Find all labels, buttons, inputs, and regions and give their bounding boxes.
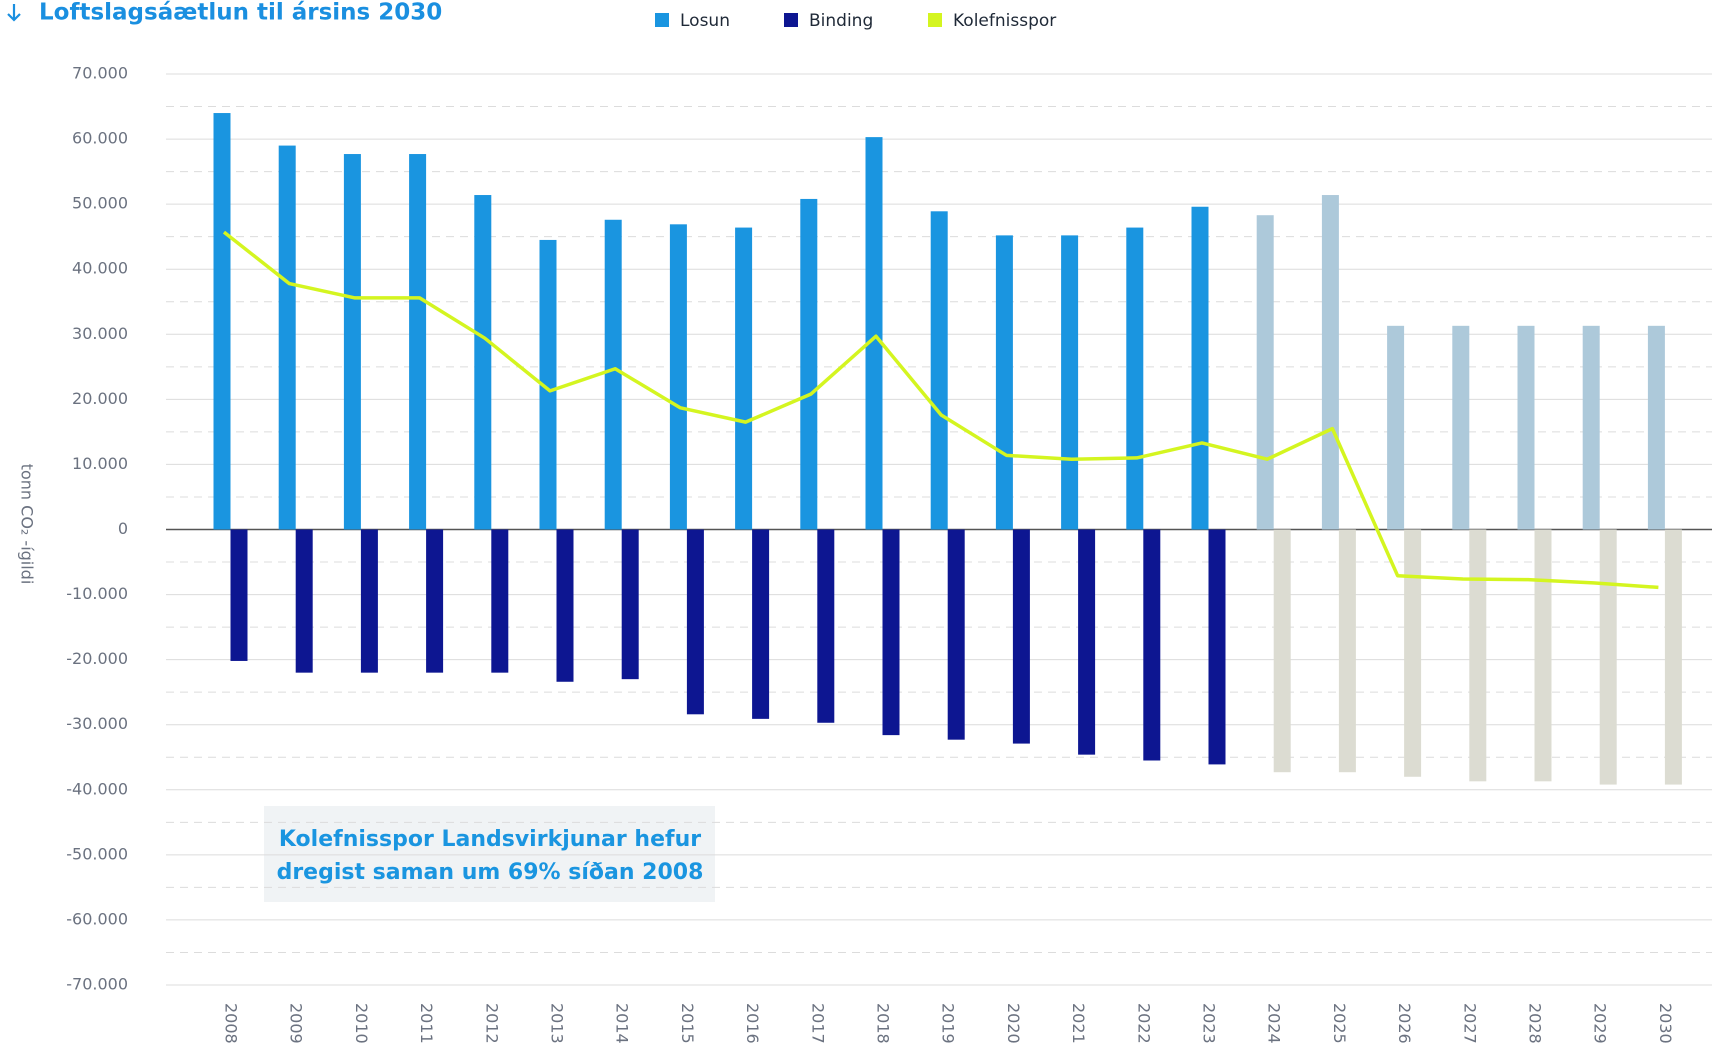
bar — [800, 198, 818, 530]
x-tick-label: 2014 — [613, 1003, 632, 1044]
y-axis-label: tonn CO₂ -ígildi — [18, 464, 37, 585]
bar — [1256, 215, 1274, 530]
bar — [1452, 325, 1470, 530]
x-tick-label: 2021 — [1069, 1003, 1088, 1044]
bar — [1126, 227, 1144, 530]
x-tick-label: 2027 — [1460, 1003, 1479, 1044]
x-tick-label: 2018 — [874, 1003, 893, 1044]
bar — [539, 239, 557, 530]
x-tick-label: 2019 — [939, 1003, 958, 1044]
x-tick-label: 2022 — [1134, 1003, 1153, 1044]
x-tick-label: 2016 — [743, 1003, 762, 1044]
bar — [1078, 529, 1096, 755]
annotation-line: dregist saman um 69% síðan 2008 — [277, 860, 704, 885]
y-tick-label: 20.000 — [72, 389, 128, 408]
x-tick-label: 2012 — [482, 1003, 501, 1044]
x-tick-label: 2010 — [352, 1003, 371, 1044]
title-arrow-icon — [7, 4, 21, 22]
y-tick-label: 40.000 — [72, 259, 128, 278]
y-tick-label: 10.000 — [72, 454, 128, 473]
x-tick-label: 2013 — [548, 1003, 567, 1044]
legend-swatch — [655, 13, 669, 27]
bar — [752, 529, 770, 719]
bar — [882, 529, 900, 736]
bar — [1534, 529, 1552, 782]
bar — [1404, 529, 1422, 777]
bar — [1599, 529, 1617, 785]
bar — [1517, 325, 1535, 530]
legend-label: Kolefnisspor — [953, 11, 1056, 31]
bar — [669, 224, 687, 530]
legend-label: Losun — [680, 11, 730, 31]
y-tick-label: -40.000 — [66, 779, 128, 798]
bar — [930, 211, 948, 530]
y-tick-label: 0 — [118, 519, 128, 538]
annotation-line: Kolefnisspor Landsvirkjunar hefur — [279, 827, 701, 852]
y-tick-label: -20.000 — [66, 649, 128, 668]
y-tick-label: 30.000 — [72, 324, 128, 343]
y-tick-label: -70.000 — [66, 975, 128, 994]
x-tick-label: 2023 — [1200, 1003, 1219, 1044]
x-tick-label: 2030 — [1656, 1003, 1675, 1044]
bar — [1061, 235, 1079, 530]
y-tick-label: 50.000 — [72, 194, 128, 213]
bar — [1387, 325, 1405, 530]
line — [222, 230, 1659, 590]
legend-label: Binding — [809, 11, 873, 31]
bar — [1582, 325, 1600, 530]
bar — [735, 227, 753, 530]
y-tick-label: -60.000 — [66, 909, 128, 928]
bar — [230, 529, 248, 661]
bar — [865, 137, 883, 530]
bar — [1143, 529, 1161, 761]
x-tick-label: 2028 — [1526, 1003, 1545, 1044]
y-tick-label: 70.000 — [72, 64, 128, 83]
x-tick-label: 2026 — [1395, 1003, 1414, 1044]
bar — [817, 529, 835, 723]
y-tick-label: 60.000 — [72, 129, 128, 148]
bar — [1321, 195, 1339, 530]
bar — [1191, 206, 1209, 530]
legend: Losun Binding Kolefnisspor — [655, 11, 1056, 31]
bar — [1338, 529, 1356, 773]
bar — [360, 529, 378, 673]
x-tick-label: 2015 — [678, 1003, 697, 1044]
y-tick-label: -30.000 — [66, 714, 128, 733]
bar — [474, 195, 492, 530]
bar — [1208, 529, 1226, 765]
bar — [295, 529, 313, 673]
bar — [947, 529, 965, 740]
bar — [491, 529, 509, 673]
bar — [556, 529, 574, 682]
bar — [1273, 529, 1291, 773]
bar — [1664, 529, 1682, 785]
bar — [409, 154, 427, 530]
y-tick-label: -50.000 — [66, 844, 128, 863]
legend-swatch — [928, 13, 942, 27]
bar — [621, 529, 639, 680]
bar — [426, 529, 444, 673]
x-tick-label: 2017 — [808, 1003, 827, 1044]
x-tick-label: 2020 — [1004, 1003, 1023, 1044]
x-tick-label: 2008 — [222, 1003, 241, 1044]
x-tick-label: 2025 — [1330, 1003, 1349, 1044]
bar — [1647, 325, 1665, 530]
x-tick-label: 2011 — [417, 1003, 436, 1044]
bar — [343, 154, 361, 530]
bar — [1012, 529, 1030, 744]
bar — [1469, 529, 1487, 782]
bar — [995, 235, 1013, 530]
bar — [604, 219, 622, 530]
y-tick-label: -10.000 — [66, 584, 128, 603]
x-tick-label: 2009 — [287, 1003, 306, 1044]
bar — [278, 145, 296, 530]
bar — [213, 113, 231, 530]
chart-title: Loftslagsáætlun til ársins 2030 — [39, 0, 442, 26]
x-tick-label: 2029 — [1591, 1003, 1610, 1044]
bar — [686, 529, 704, 715]
x-tick-label: 2024 — [1265, 1003, 1284, 1044]
legend-swatch — [784, 13, 798, 27]
